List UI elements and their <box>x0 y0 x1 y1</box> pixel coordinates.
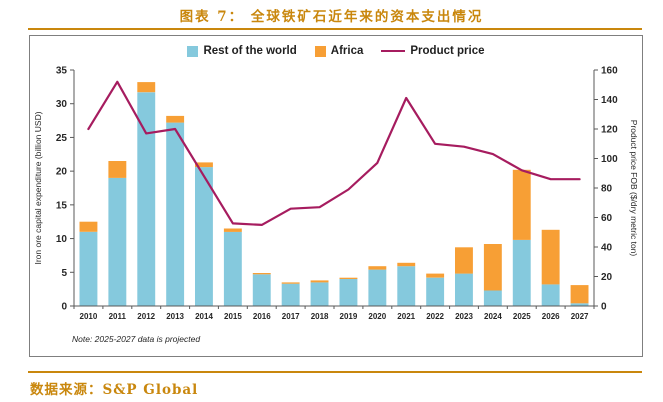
svg-text:100: 100 <box>601 154 618 165</box>
legend-label-africa: Africa <box>330 45 364 57</box>
chart-container: Rest of the world Africa Product price 0… <box>29 35 643 357</box>
svg-text:2025: 2025 <box>513 312 531 321</box>
svg-text:Iron ore capital expenditure (: Iron ore capital expenditure (billion US… <box>33 111 43 264</box>
svg-text:2019: 2019 <box>340 312 358 321</box>
chart-legend: Rest of the world Africa Product price <box>30 36 642 62</box>
svg-text:15: 15 <box>56 200 68 211</box>
legend-label-product-price: Product price <box>410 45 485 57</box>
svg-text:2014: 2014 <box>195 312 213 321</box>
svg-text:140: 140 <box>601 95 618 106</box>
chart-note: Note: 2025-2027 data is projected <box>72 334 201 344</box>
svg-text:2010: 2010 <box>80 312 98 321</box>
svg-text:160: 160 <box>601 66 618 77</box>
legend-item-africa: Africa <box>314 45 364 57</box>
data-source: 数据来源：S&P Global <box>30 382 199 398</box>
svg-text:2018: 2018 <box>311 312 329 321</box>
svg-text:60: 60 <box>601 213 613 224</box>
svg-text:2011: 2011 <box>109 312 127 321</box>
legend-item-rest-of-world: Rest of the world <box>187 45 297 57</box>
svg-text:2017: 2017 <box>282 312 300 321</box>
svg-text:20: 20 <box>601 272 613 283</box>
svg-text:20: 20 <box>56 167 68 178</box>
legend-item-product-price: Product price <box>381 45 485 57</box>
svg-text:2015: 2015 <box>224 312 242 321</box>
legend-label-rest-of-world: Rest of the world <box>203 45 297 57</box>
legend-swatch-africa <box>314 45 326 57</box>
svg-text:120: 120 <box>601 125 618 136</box>
svg-text:2024: 2024 <box>484 312 502 321</box>
svg-text:25: 25 <box>56 133 68 144</box>
svg-text:2023: 2023 <box>455 312 473 321</box>
svg-text:0: 0 <box>61 302 67 313</box>
svg-text:2016: 2016 <box>253 312 271 321</box>
svg-text:2013: 2013 <box>166 312 184 321</box>
svg-text:0: 0 <box>601 302 607 313</box>
svg-text:2021: 2021 <box>397 312 415 321</box>
svg-text:2027: 2027 <box>571 312 589 321</box>
legend-swatch-product-price <box>381 50 406 52</box>
svg-text:30: 30 <box>56 99 68 110</box>
title-divider <box>28 28 642 30</box>
svg-text:2012: 2012 <box>137 312 155 321</box>
svg-text:Product price FOB ($/dry metri: Product price FOB ($/dry metric ton) <box>629 120 639 257</box>
source-divider <box>28 371 642 373</box>
svg-text:2020: 2020 <box>368 312 386 321</box>
svg-text:40: 40 <box>601 243 613 254</box>
figure-title: 图表 7： 全球铁矿石近年来的资本支出情况 <box>179 9 484 25</box>
svg-text:10: 10 <box>56 234 68 245</box>
svg-text:5: 5 <box>61 268 67 279</box>
svg-text:35: 35 <box>56 66 68 77</box>
svg-text:2026: 2026 <box>542 312 560 321</box>
svg-text:80: 80 <box>601 184 613 195</box>
legend-swatch-rest-of-world <box>187 45 199 57</box>
svg-text:2022: 2022 <box>426 312 444 321</box>
